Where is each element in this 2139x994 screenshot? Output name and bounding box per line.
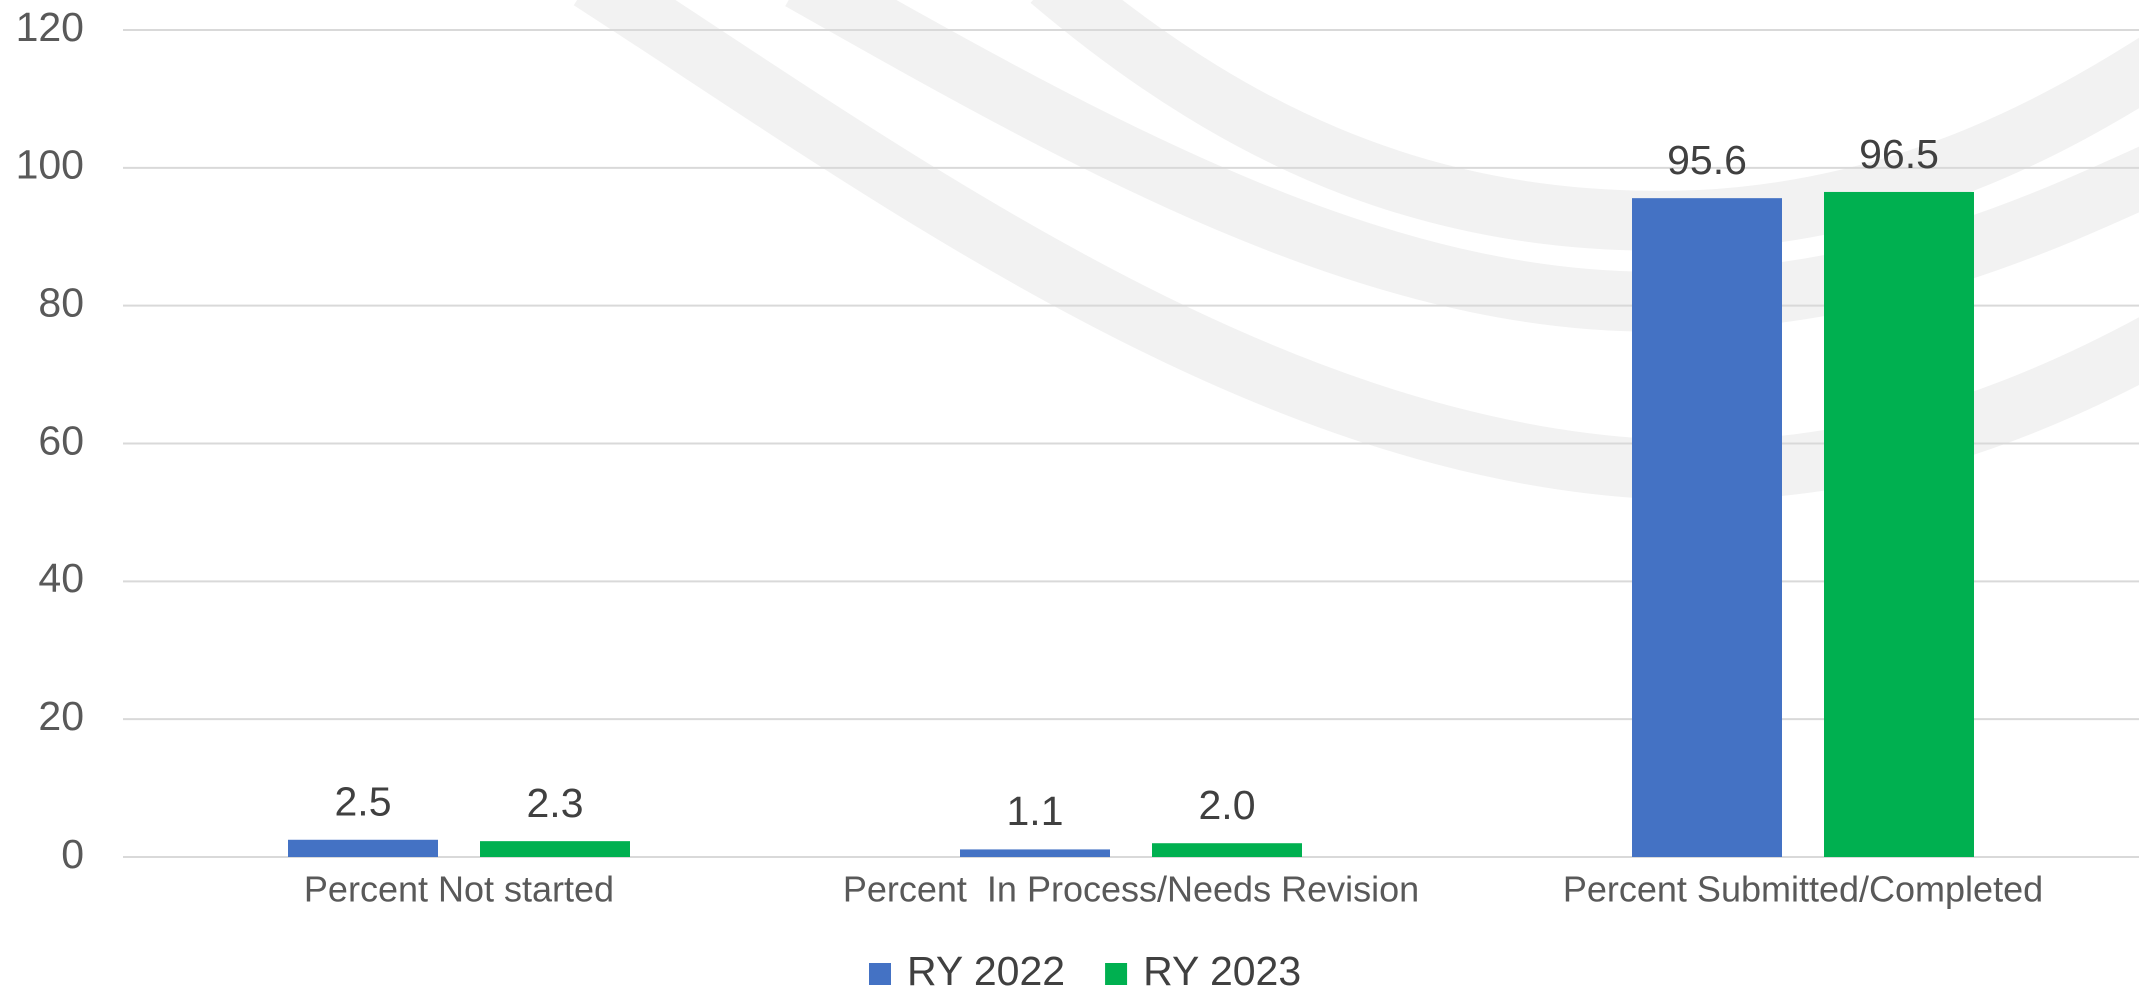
y-tick-label: 100 xyxy=(16,142,84,188)
y-tick-label: 80 xyxy=(38,279,84,325)
value-label: 1.1 xyxy=(1007,788,1064,834)
x-tick-label: Percent Not started xyxy=(304,869,614,910)
y-tick-label: 20 xyxy=(38,693,84,739)
y-tick-label: 60 xyxy=(38,417,84,463)
legend-swatch xyxy=(1105,963,1128,985)
bar xyxy=(1632,198,1782,857)
legend-swatch xyxy=(869,963,891,985)
value-label: 95.6 xyxy=(1667,137,1747,183)
legend-label: RY 2023 xyxy=(1143,948,1301,994)
bar xyxy=(288,839,438,857)
bar xyxy=(1824,191,1974,857)
y-tick-label: 120 xyxy=(16,4,84,50)
bar xyxy=(1152,843,1302,857)
value-label: 2.0 xyxy=(1199,782,1256,828)
y-tick-label: 0 xyxy=(61,831,84,877)
x-tick-label: Percent In Process/Needs Revision xyxy=(843,869,1419,910)
bar xyxy=(480,841,630,857)
y-tick-label: 40 xyxy=(38,555,84,601)
value-label: 2.5 xyxy=(335,779,392,825)
legend-label: RY 2022 xyxy=(907,948,1065,994)
x-tick-label: Percent Submitted/Completed xyxy=(1563,869,2043,910)
value-label: 2.3 xyxy=(527,780,584,826)
value-label: 96.5 xyxy=(1859,131,1939,177)
bar xyxy=(960,849,1110,857)
